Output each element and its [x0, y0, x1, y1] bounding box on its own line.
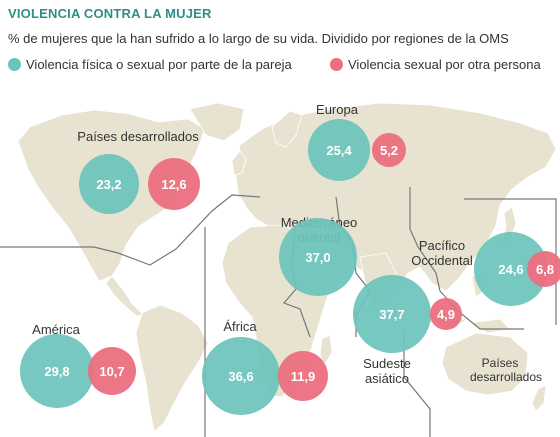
legend: Violencia física o sexual por parte de l…: [8, 54, 556, 74]
bubble-wpr-nonpartner: [527, 251, 560, 287]
bubble-value-americas-nonpartner: 10,7: [99, 364, 124, 379]
legend-item-non-partner: Violencia sexual por otra persona: [330, 54, 541, 74]
bubble-wpr-partner: [474, 232, 548, 306]
region-label-wpr-line2: Occidental: [411, 253, 473, 268]
bubble-developed-nonpartner: [148, 158, 200, 210]
bubble-value-wpr-partner: 24,6: [498, 262, 523, 277]
british-isles-landmass: [231, 150, 247, 176]
bubble-africa-partner: [202, 337, 280, 415]
south-america-landmass: [135, 304, 209, 432]
bubble-value-africa-partner: 36,6: [228, 369, 253, 384]
chart-title: VIOLENCIA CONTRA LA MUJER: [8, 6, 212, 21]
bubble-value-emr-partner: 37,0: [305, 250, 330, 265]
bubble-value-americas-partner: 29,8: [44, 364, 69, 379]
region-label-developed-south-line1: Países: [482, 356, 519, 370]
bubble-value-wpr-nonpartner: 6,8: [536, 262, 554, 277]
region-borders: [0, 187, 557, 437]
border-sea-east: [409, 187, 524, 330]
greenland-landmass: [189, 102, 245, 142]
teal-circle-icon: [8, 57, 21, 71]
bubble-americas-partner: [20, 334, 94, 408]
bubble-sea-partner: [353, 275, 431, 353]
region-label-developed-north: Países desarrollados: [77, 129, 199, 144]
bubbles-layer: Países desarrollados 23,2 12,6 Europa 25…: [20, 102, 560, 415]
region-label-sea-line2: asiático: [365, 371, 409, 386]
bubble-value-sea-nonpartner: 4,9: [437, 307, 455, 322]
bubble-europe-nonpartner: [372, 133, 406, 167]
pink-circle-icon: [330, 57, 343, 71]
bubble-americas-nonpartner: [88, 347, 136, 395]
region-label-americas: América: [32, 322, 80, 337]
border-sea-south: [403, 333, 431, 437]
bubble-value-developed-partner: 23,2: [96, 177, 121, 192]
region-label-wpr-line1: Pacífico: [419, 238, 465, 253]
central-america-landmass: [105, 275, 143, 318]
new-zealand-landmass: [531, 384, 547, 412]
region-label-europe: Europa: [316, 102, 359, 117]
region-label-sea-line1: Sudeste: [363, 356, 411, 371]
chart-subtitle: % de mujeres que la han sufrido a lo lar…: [8, 31, 509, 46]
madagascar-landmass: [319, 334, 333, 366]
bubble-value-sea-partner: 37,7: [379, 307, 404, 322]
bubble-value-africa-nonpartner: 11,9: [291, 369, 316, 384]
scandinavia-landmass: [271, 110, 303, 148]
bubble-emr-partner: [279, 218, 357, 296]
region-label-africa: África: [223, 319, 257, 334]
legend-label-partner: Violencia física o sexual por parte de l…: [26, 56, 292, 72]
legend-label-non-partner: Violencia sexual por otra persona: [348, 56, 541, 72]
bubble-developed-partner: [79, 154, 139, 214]
border-americas: [0, 194, 261, 266]
australia-landmass: [441, 332, 529, 396]
bubble-europe-partner: [308, 119, 370, 181]
bubble-sea-nonpartner: [430, 298, 462, 330]
bubble-value-developed-nonpartner: 12,6: [161, 177, 186, 192]
region-label-developed-south-line2: desarrollados: [470, 370, 542, 384]
bubble-value-europe-partner: 25,4: [326, 143, 352, 158]
legend-item-partner: Violencia física o sexual por parte de l…: [8, 54, 292, 74]
bubble-africa-nonpartner: [278, 351, 328, 401]
bubble-value-europe-nonpartner: 5,2: [380, 143, 398, 158]
world-map-chart: Países desarrollados 23,2 12,6 Europa 25…: [0, 102, 560, 437]
